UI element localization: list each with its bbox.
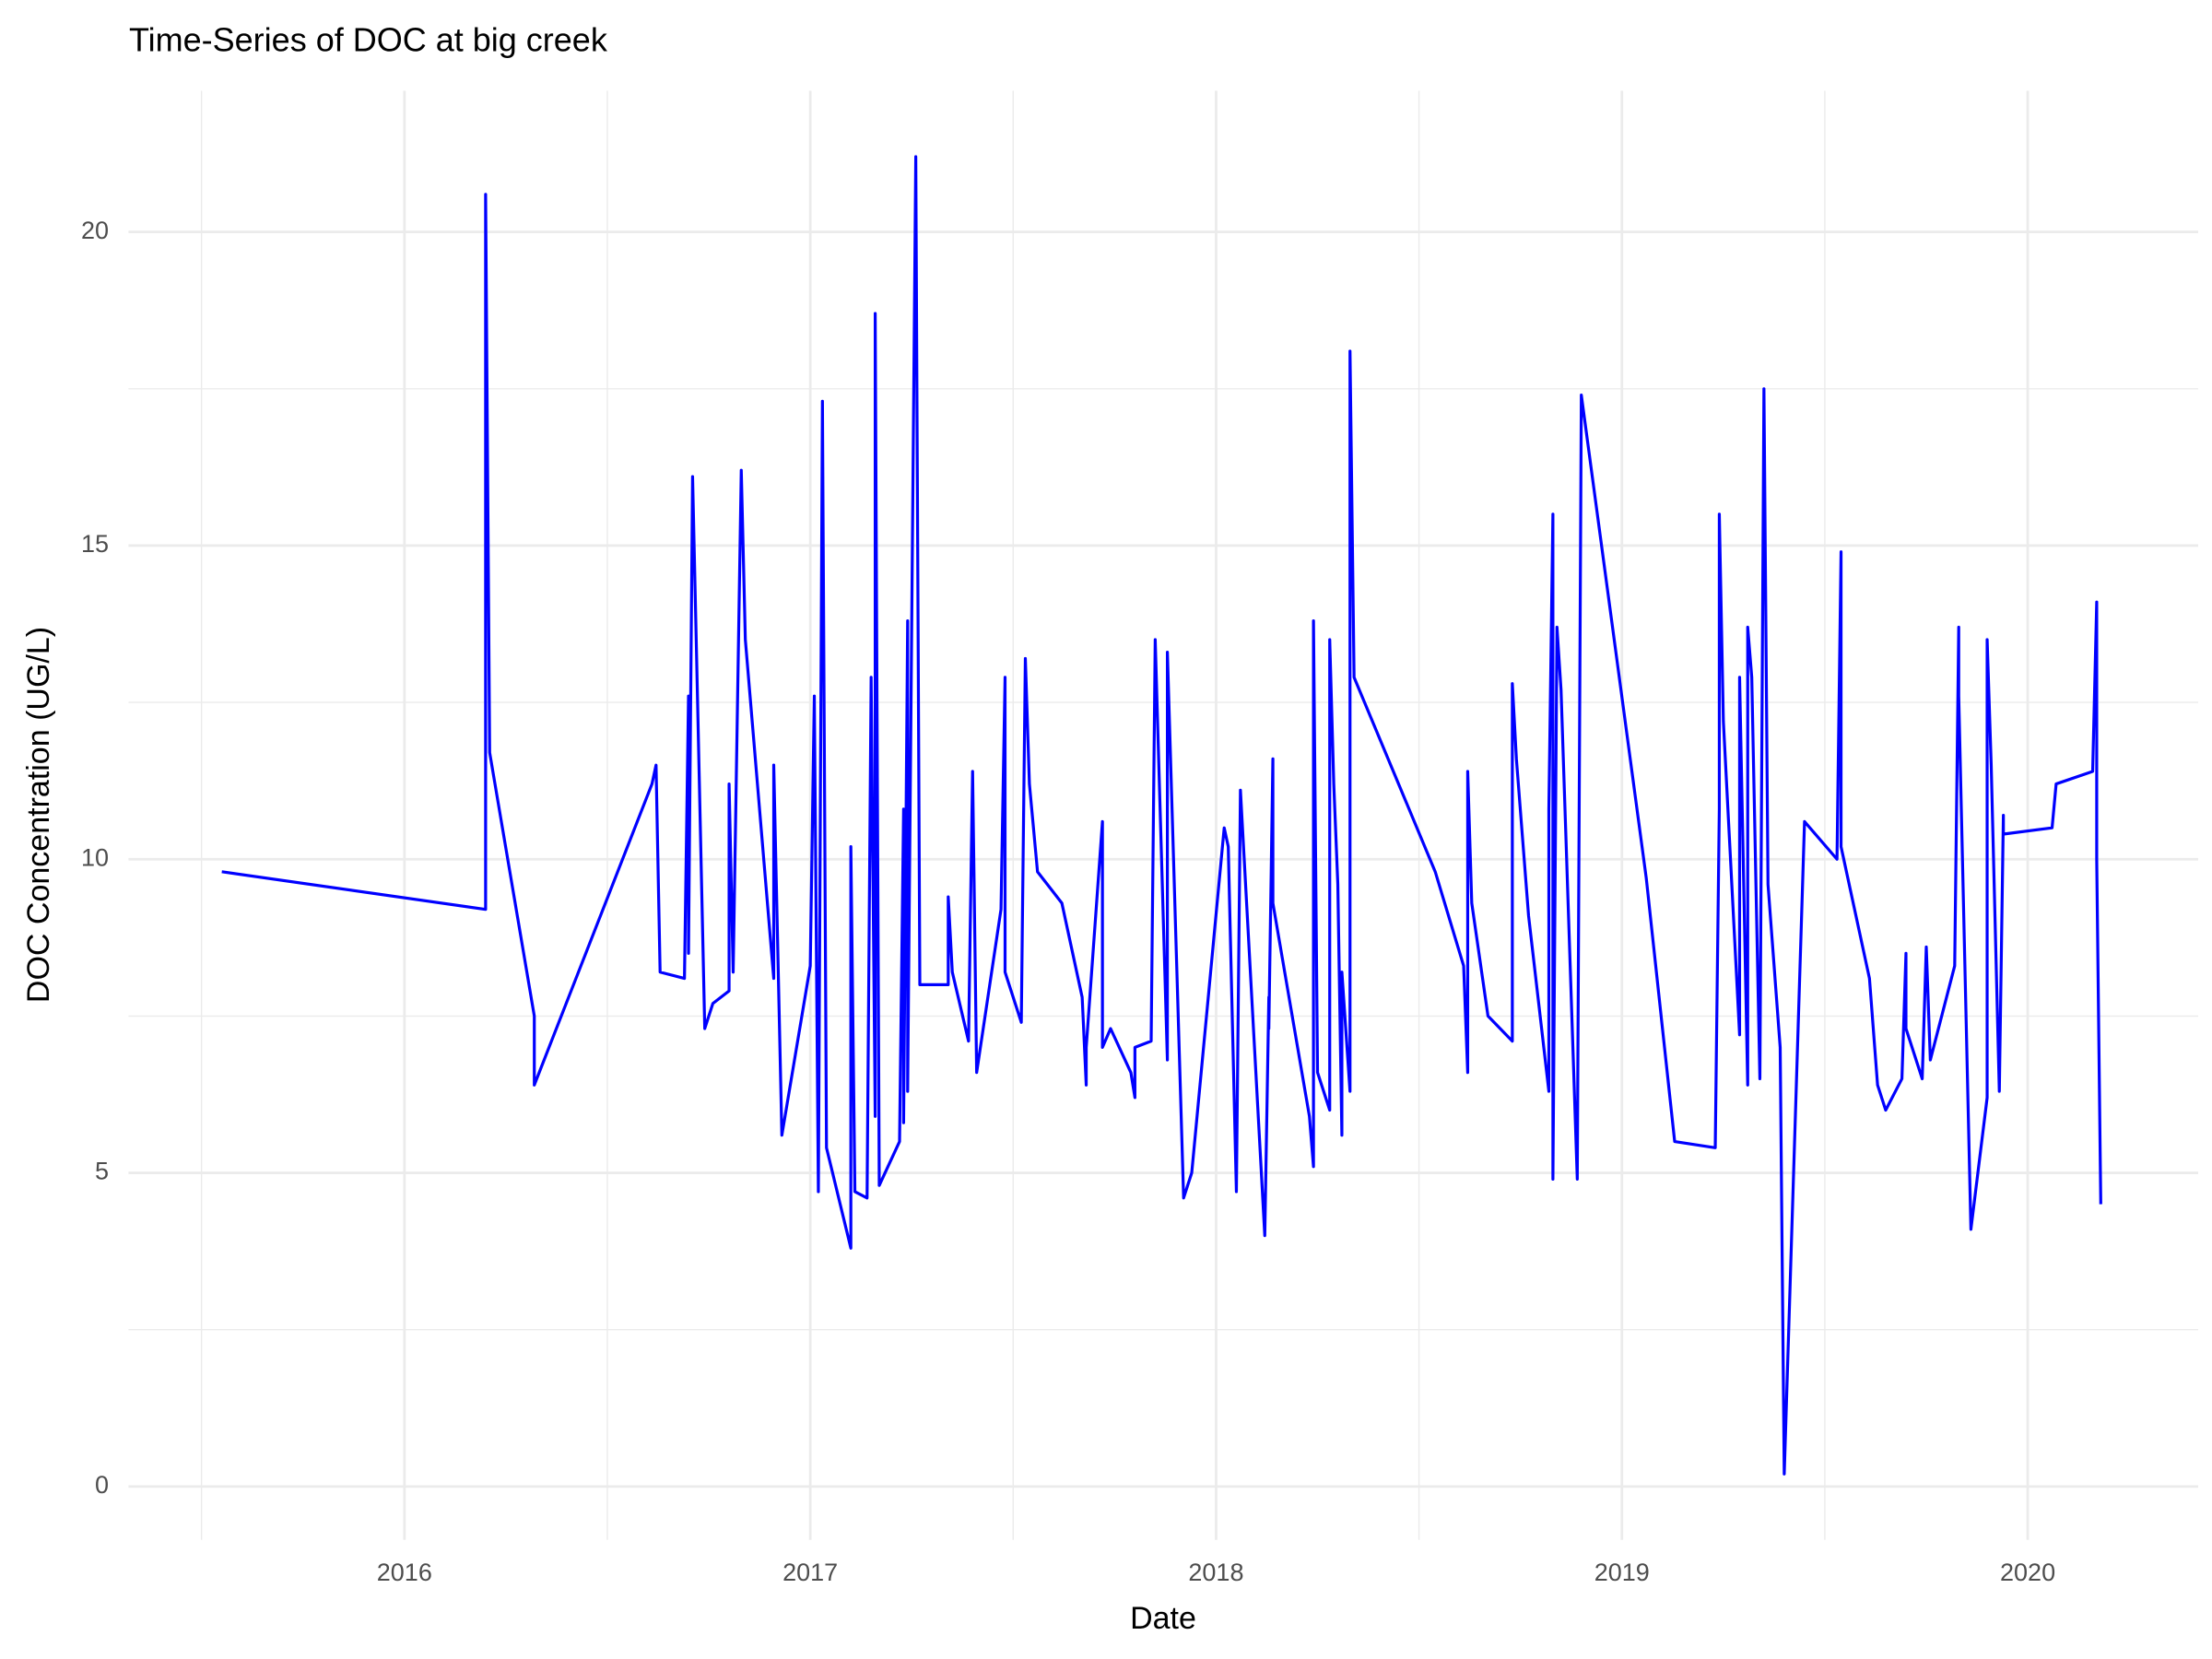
plot bbox=[221, 155, 2102, 1476]
x-tick-label: 2019 bbox=[1594, 1559, 1650, 1586]
y-tick-label: 10 bbox=[81, 843, 109, 871]
y-tick-label: 0 bbox=[95, 1471, 109, 1499]
data-line bbox=[221, 155, 2102, 1476]
y-tick-label: 15 bbox=[81, 530, 109, 558]
x-tick-label: 2018 bbox=[1188, 1559, 1243, 1586]
grid bbox=[128, 90, 2198, 1540]
chart-title: Time-Series of DOC at big creek bbox=[129, 21, 608, 59]
y-tick-label: 5 bbox=[95, 1158, 109, 1185]
x-tick-label: 2020 bbox=[2000, 1559, 2055, 1586]
y-tick-label: 20 bbox=[81, 217, 109, 244]
x-tick-label: 2016 bbox=[377, 1559, 432, 1586]
y-axis-title: DOC Concentration (UG/L) bbox=[21, 627, 56, 1003]
x-axis-title: Date bbox=[1130, 1601, 1196, 1636]
x-tick-label: 2017 bbox=[782, 1559, 838, 1586]
